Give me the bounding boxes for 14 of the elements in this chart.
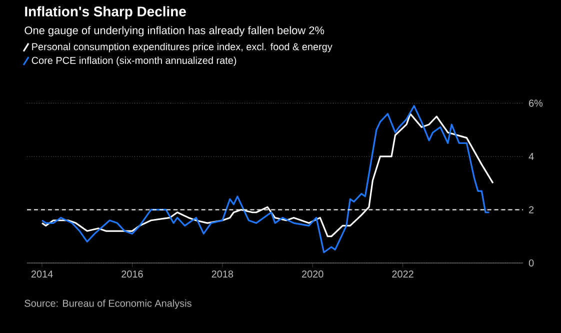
chart-title: Inflation's Sharp Decline <box>25 6 186 20</box>
chart-subtitle: One gauge of underlying inflation has already fallen below 2% <box>24 26 324 36</box>
x-tick-label: 2022 <box>392 270 414 278</box>
source-note: Source: Bureau of Economic Analysis <box>24 300 192 309</box>
y-tick-label: 6% <box>529 100 543 107</box>
x-tick-label: 2018 <box>212 270 234 278</box>
legend-label: Core PCE inflation (six-month annualized rate) <box>32 56 236 66</box>
y-tick-label: 2 <box>529 206 534 214</box>
legend-label: Personal consumption expenditures price index, excl. food & energy <box>32 42 332 52</box>
x-tick-label: 2014 <box>31 270 53 278</box>
y-tick-label: 4 <box>528 153 534 160</box>
x-tick-label: 2020 <box>302 270 324 278</box>
y-tick-label: 0 <box>528 259 534 267</box>
x-tick-label: 2016 <box>122 270 143 278</box>
